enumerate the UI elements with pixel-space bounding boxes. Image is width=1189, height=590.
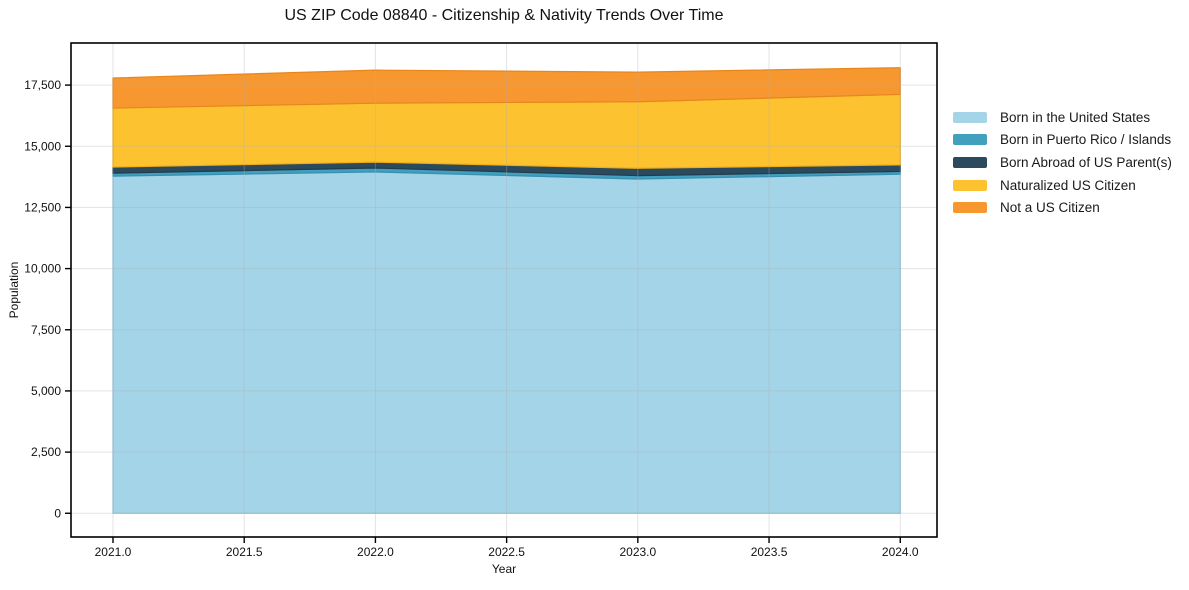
legend-label: Naturalized US Citizen: [1000, 177, 1136, 193]
y-tick-label: 0: [54, 506, 61, 520]
legend-label: Born in the United States: [1000, 109, 1151, 125]
legend-item: Naturalized US Citizen: [953, 174, 1172, 197]
legend-item: Born Abroad of US Parent(s): [953, 151, 1172, 174]
legend-swatch-icon: [953, 202, 987, 214]
x-tick-label: 2021.0: [95, 545, 132, 559]
y-tick-label: 12,500: [24, 200, 61, 214]
x-tick-label: 2023.5: [751, 545, 788, 559]
legend-swatch-icon: [953, 111, 987, 123]
y-tick-label: 5,000: [31, 384, 61, 398]
y-tick-label: 7,500: [31, 323, 61, 337]
legend-item: Not a US Citizen: [953, 196, 1172, 219]
x-tick-label: 2022.5: [488, 545, 525, 559]
y-tick-label: 2,500: [31, 445, 61, 459]
legend-swatch-icon: [953, 134, 987, 146]
legend-label: Born Abroad of US Parent(s): [1000, 154, 1172, 170]
area-layer-4: [112, 67, 901, 109]
legend-label: Born in Puerto Rico / Islands: [1000, 132, 1172, 148]
legend-swatch-icon: [953, 156, 987, 168]
legend-label: Not a US Citizen: [1000, 200, 1100, 216]
y-tick-label: 15,000: [24, 139, 61, 153]
legend-item: Born in Puerto Rico / Islands: [953, 129, 1172, 152]
y-tick-label: 17,500: [24, 78, 61, 92]
y-axis-label: Population: [7, 261, 21, 319]
x-tick-label: 2021.5: [226, 545, 263, 559]
x-tick-label: 2022.0: [357, 545, 394, 559]
plot-border: [70, 42, 938, 538]
legend-item: Born in the United States: [953, 106, 1172, 129]
x-tick-label: 2023.0: [619, 545, 656, 559]
x-axis-label: Year: [491, 562, 517, 576]
legend-swatch-icon: [953, 179, 987, 191]
legend: Born in the United States Born in Puerto …: [953, 106, 1172, 219]
x-tick-label: 2024.0: [882, 545, 919, 559]
y-tick-label: 10,000: [24, 262, 61, 276]
chart-title: US ZIP Code 08840 - Citizenship & Nativi…: [284, 7, 724, 24]
